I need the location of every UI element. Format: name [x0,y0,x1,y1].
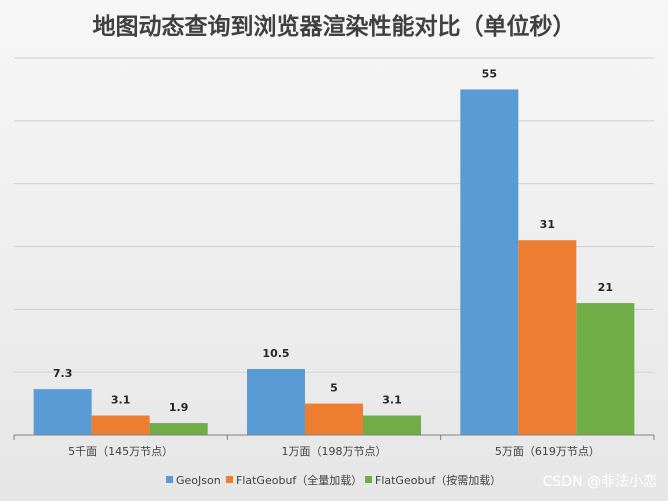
data-label: 7.3 [53,367,73,380]
bar [460,89,519,436]
data-label: 55 [482,67,497,80]
bar [149,423,208,435]
bar [247,369,305,435]
legend-swatch [365,476,372,483]
legend-swatch [166,476,173,483]
bar [91,415,150,435]
category-label: 5千面（145万节点） [68,445,173,458]
legend-entry: FlatGeobuf（按需加载） [375,473,501,487]
data-label: 3.1 [382,394,402,407]
watermark: CSDN @非法小恋 [543,473,657,490]
legend: GeoJson FlatGeobuf（全量加载） FlatGeobuf（按需加载） [166,473,501,487]
bar [576,303,635,435]
data-label: 3.1 [111,394,131,407]
data-label: 31 [540,218,555,231]
data-label: 10.5 [262,347,289,360]
bar [363,415,421,435]
category-label: 5万面（619万节点） [495,445,600,458]
legend-swatch [226,476,233,483]
data-label: 21 [598,281,613,294]
bar [305,403,363,435]
data-label: 5 [330,382,338,395]
category-label: 1万面（198万节点） [282,445,387,458]
chart-title: 地图动态查询到浏览器渲染性能对比（单位秒） [93,13,576,40]
bars [33,89,635,436]
legend-entry: FlatGeobuf（全量加载） [236,473,362,487]
bar [33,389,92,435]
legend-entry: GeoJson [176,474,221,487]
bar [518,240,577,435]
x-axis: 5千面（145万节点） 1万面（198万节点） 5万面（619万节点） [13,434,655,458]
data-labels: 7.3 3.1 1.9 10.5 5 3.1 55 31 21 [53,67,613,414]
data-label: 1.9 [169,401,189,414]
